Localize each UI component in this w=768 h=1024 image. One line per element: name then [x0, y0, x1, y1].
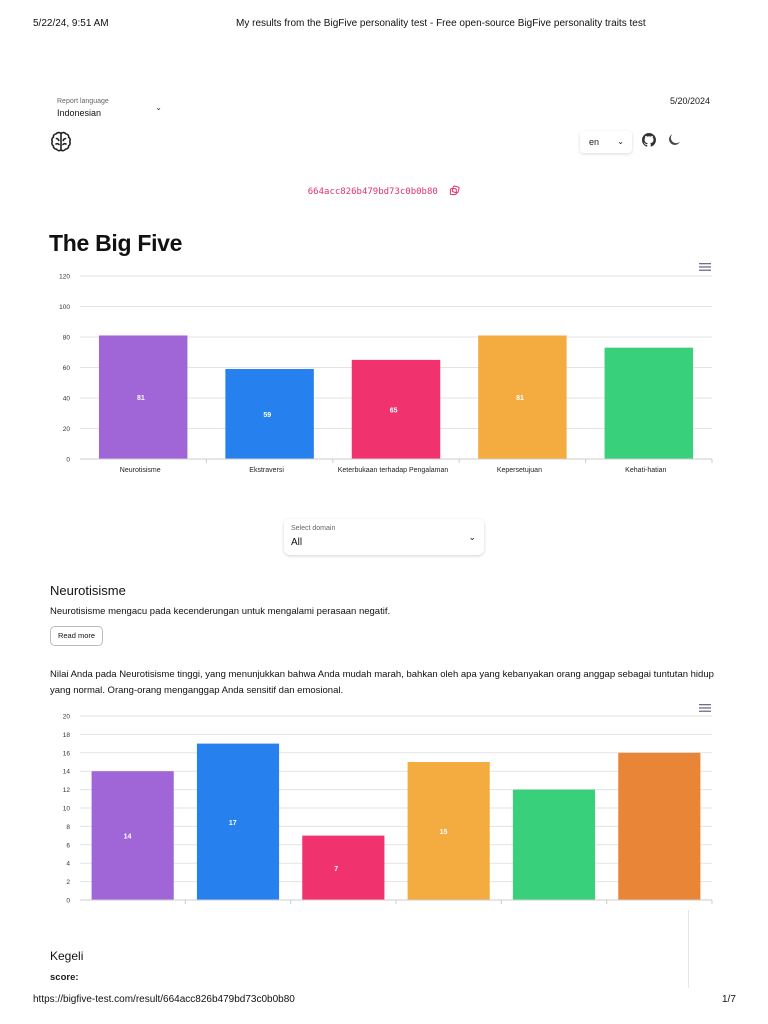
- ui-language-select[interactable]: en ⌄: [580, 131, 632, 153]
- read-more-button[interactable]: Read more: [50, 626, 103, 646]
- facet-y-tick-label: 14: [63, 769, 71, 776]
- big-five-y-tick-label: 80: [63, 335, 71, 342]
- chevron-down-icon: ⌄: [155, 103, 162, 112]
- section-result-text: Nilai Anda pada Neurotisisme tinggi, yan…: [50, 669, 714, 696]
- brain-icon[interactable]: [49, 130, 73, 159]
- facet-bar: [196, 743, 280, 900]
- big-five-data-label: 65: [390, 407, 398, 414]
- big-five-bar: [98, 335, 188, 459]
- big-five-bar: [478, 335, 567, 459]
- print-footer-page: 1/7: [722, 994, 736, 1005]
- facet-y-tick-label: 8: [66, 824, 70, 831]
- facet-bar: [407, 762, 490, 900]
- facet-bar: [512, 789, 596, 900]
- subsection-heading: Kegeli: [50, 949, 84, 963]
- result-id: 664acc826b479bd73c0b0b80: [307, 187, 438, 197]
- result-id-row: 664acc826b479bd73c0b0b80: [0, 185, 768, 199]
- big-five-data-label: 81: [137, 395, 145, 402]
- big-five-category-label: Kehati-hatian: [625, 467, 666, 474]
- big-five-y-tick-label: 100: [59, 304, 70, 311]
- section-description: Neurotisisme mengacu pada kecenderungan …: [50, 606, 391, 617]
- page-title: The Big Five: [49, 230, 183, 256]
- report-language-value: Indonesian: [57, 108, 102, 118]
- print-datetime: 5/22/24, 9:51 AM: [33, 18, 109, 29]
- report-language-label: Report language: [57, 98, 109, 105]
- facet-data-label: 7: [334, 866, 338, 873]
- ui-language-value: en: [589, 137, 600, 147]
- facet-y-tick-label: 20: [63, 714, 71, 721]
- big-five-bar: [604, 347, 694, 459]
- domain-select-value: All: [291, 537, 303, 548]
- big-five-y-tick-label: 40: [63, 396, 71, 403]
- chevron-down-icon: ⌄: [468, 532, 476, 542]
- facet-y-tick-label: 16: [63, 750, 71, 757]
- score-label: score:: [50, 972, 79, 983]
- facet-y-tick-label: 0: [66, 898, 70, 905]
- facet-data-label: 15: [440, 829, 448, 836]
- hamburger-icon[interactable]: [699, 700, 711, 718]
- report-date: 5/20/2024: [669, 96, 710, 106]
- facet-y-tick-label: 4: [66, 861, 70, 868]
- domain-select[interactable]: Select domain All ⌄: [284, 519, 484, 555]
- hamburger-icon[interactable]: [699, 259, 711, 277]
- section-heading: Neurotisisme: [50, 583, 126, 598]
- big-five-bar: [351, 359, 441, 459]
- moon-icon[interactable]: [667, 133, 681, 152]
- big-five-category-label: Neurotisisme: [120, 467, 161, 474]
- divider: [688, 910, 689, 988]
- big-five-y-tick-label: 0: [66, 457, 70, 464]
- report-language-select[interactable]: Report language Indonesian ⌄: [49, 95, 170, 121]
- github-icon[interactable]: [642, 133, 656, 152]
- big-five-category-label: Keterbukaan terhadap Pengalaman: [338, 467, 449, 474]
- facet-bar: [302, 835, 385, 900]
- print-footer-url: https://bigfive-test.com/result/664acc82…: [33, 994, 295, 1005]
- facet-bar: [91, 771, 174, 900]
- big-five-y-tick-label: 60: [63, 365, 71, 372]
- facet-bar: [618, 752, 701, 900]
- big-five-y-tick-label: 120: [59, 274, 70, 281]
- big-five-data-label: 59: [263, 412, 271, 419]
- facet-y-tick-label: 6: [66, 842, 70, 849]
- domain-select-label: Select domain: [291, 525, 336, 532]
- print-document-title: My results from the BigFive personality …: [236, 18, 646, 29]
- big-five-bar: [225, 369, 314, 459]
- facet-y-tick-label: 12: [63, 787, 71, 794]
- facet-bar-chart: 0 2 4 6 8 10 12 14 16 18 20 14 17 7 15: [63, 714, 713, 905]
- big-five-y-tick-label: 20: [63, 426, 71, 433]
- big-five-category-label: Kepersetujuan: [497, 467, 542, 474]
- chevron-down-icon: ⌄: [617, 137, 624, 146]
- big-five-bar-chart: 0 20 40 60 80 100 120 81 Neurotisisme 59 Ekstraver…: [59, 274, 713, 474]
- facet-y-tick-label: 10: [63, 806, 71, 813]
- facet-y-tick-label: 2: [66, 879, 70, 886]
- big-five-category-label: Ekstraversi: [249, 467, 284, 474]
- facet-data-label: 14: [124, 834, 132, 841]
- facet-y-tick-label: 18: [63, 732, 71, 739]
- facet-data-label: 17: [229, 820, 237, 827]
- copy-icon[interactable]: [449, 185, 460, 199]
- big-five-data-label: 81: [516, 395, 524, 402]
